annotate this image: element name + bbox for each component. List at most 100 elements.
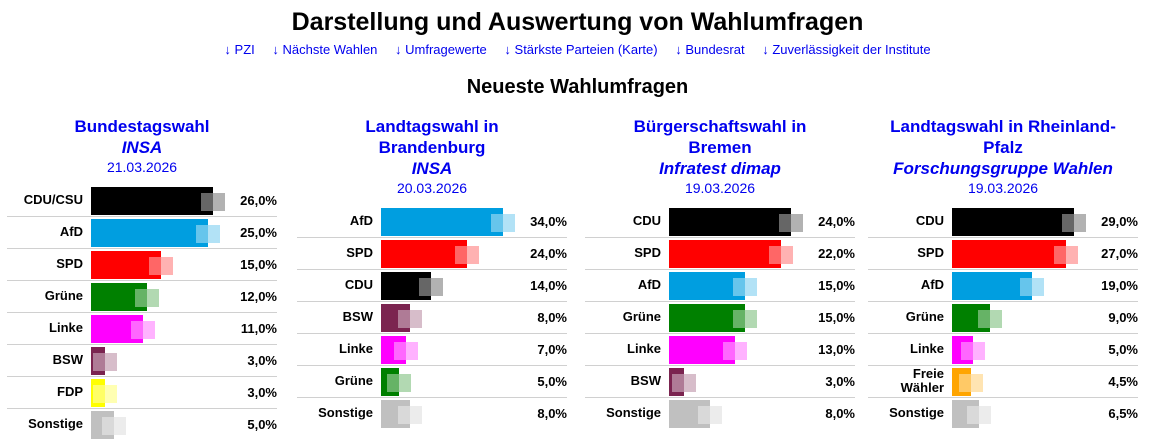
party-row: CDU 29,0% — [868, 206, 1138, 237]
marker-outer — [399, 374, 411, 392]
marker-inner — [723, 342, 735, 360]
party-value: 25,0% — [240, 225, 277, 240]
party-row: CDU 14,0% — [297, 269, 567, 301]
institute-name[interactable]: Forschungsgruppe Wahlen — [893, 159, 1113, 178]
previous-value-marker — [93, 385, 117, 403]
poll-header[interactable]: Landtagswahl in Rheinland- Pfalz Forschung… — [868, 116, 1138, 198]
poll-bars: CDU 29,0% SPD 27,0% AfD 19,0% Grüne 9,0% Linke 5,… — [868, 206, 1138, 429]
marker-inner — [419, 278, 431, 296]
party-label: Grüne — [905, 309, 944, 324]
marker-inner — [779, 214, 791, 232]
party-row: Sonstige 6,5% — [868, 397, 1138, 429]
marker-outer — [161, 257, 173, 275]
party-label: Linke — [627, 341, 661, 356]
party-row: Grüne 9,0% — [868, 301, 1138, 333]
poll-date: 19.03.2026 — [684, 180, 756, 196]
election-title[interactable]: Bremen — [688, 138, 752, 157]
nav-link-bundesrat[interactable]: ↓ Bundesrat — [675, 42, 745, 57]
previous-value-marker — [733, 310, 757, 328]
party-value: 8,0% — [537, 406, 567, 421]
nav-link-zuverlaessigkeit[interactable]: ↓ Zuverlässigkeit der Institute — [762, 42, 931, 57]
marker-outer — [735, 342, 747, 360]
previous-value-marker — [1062, 214, 1086, 232]
party-row: Sonstige 5,0% — [7, 408, 277, 440]
poll-bars: AfD 34,0% SPD 24,0% CDU 14,0% BSW 8,0% Linke 7,0%… — [297, 206, 567, 429]
party-value: 6,5% — [1108, 406, 1138, 421]
poll-header[interactable]: Bürgerschaftswahl in Bremen Infratest dima… — [585, 116, 855, 198]
marker-outer — [208, 225, 220, 243]
party-bar — [91, 379, 105, 407]
party-row: AfD 19,0% — [868, 269, 1138, 301]
previous-value-marker — [398, 310, 422, 328]
party-value: 13,0% — [818, 342, 855, 357]
poll-date: 21.03.2026 — [106, 159, 178, 175]
party-label: AfD — [920, 277, 944, 292]
election-title[interactable]: Pfalz — [983, 138, 1023, 157]
party-bar — [91, 187, 213, 215]
nav-link-pzi[interactable]: ↓ PZI — [224, 42, 255, 57]
previous-value-marker — [455, 246, 479, 264]
party-bar — [669, 240, 781, 268]
party-row: SPD 24,0% — [297, 237, 567, 269]
previous-value-marker — [387, 374, 411, 392]
party-bar — [91, 347, 105, 375]
previous-value-marker — [131, 321, 155, 339]
poll-panel: Landtagswahl in Rheinland- Pfalz Forschung… — [868, 116, 1138, 429]
marker-outer — [431, 278, 443, 296]
party-bar — [91, 219, 208, 247]
party-value: 15,0% — [240, 257, 277, 272]
party-label: CDU — [344, 277, 373, 292]
previous-value-marker — [201, 193, 225, 211]
party-bar — [669, 272, 745, 300]
party-label: Grüne — [622, 309, 661, 324]
party-row: SPD 15,0% — [7, 248, 277, 280]
party-bar — [91, 315, 143, 343]
marker-outer — [781, 246, 793, 264]
party-label: CDU/CSU — [23, 192, 83, 207]
election-title[interactable]: Bundestagswahl — [74, 117, 210, 136]
section-title: Neueste Wahlumfragen — [466, 76, 689, 98]
election-title[interactable]: Landtagswahl in — [365, 117, 499, 136]
party-row: Grüne 12,0% — [7, 280, 277, 312]
election-title[interactable]: Brandenburg — [378, 138, 486, 157]
institute-name[interactable]: INSA — [411, 159, 453, 178]
party-bar — [381, 400, 410, 428]
poll-panel: Bundestagswahl INSA 21.03.2026 CDU/CSU 26,0%… — [7, 116, 277, 440]
party-row: AfD 34,0% — [297, 206, 567, 237]
party-bar — [381, 240, 467, 268]
election-title[interactable]: Landtagswahl in Rheinland- — [890, 117, 1116, 136]
previous-value-marker — [419, 278, 443, 296]
marker-outer — [503, 214, 515, 232]
party-row: Sonstige 8,0% — [297, 397, 567, 429]
marker-outer — [105, 385, 117, 403]
party-bar — [669, 208, 791, 236]
nav-link-naechste-wahlen[interactable]: ↓ Nächste Wahlen — [272, 42, 378, 57]
party-label: FDP — [57, 384, 83, 399]
party-value: 5,0% — [537, 374, 567, 389]
poll-header[interactable]: Landtagswahl in Brandenburg INSA 20.03.2026 — [297, 116, 567, 198]
party-bar — [952, 336, 973, 364]
election-title[interactable]: Bürgerschaftswahl in — [633, 117, 807, 136]
party-label: Sonstige — [28, 416, 83, 431]
previous-value-marker — [398, 406, 422, 424]
party-bar — [381, 208, 503, 236]
institute-name[interactable]: Infratest dimap — [659, 159, 781, 178]
party-bar — [669, 368, 684, 396]
marker-inner — [733, 278, 745, 296]
party-value: 29,0% — [1101, 214, 1138, 229]
party-bar — [952, 208, 1074, 236]
marker-inner — [93, 353, 105, 371]
marker-outer — [990, 310, 1002, 328]
nav-link-umfragewerte[interactable]: ↓ Umfragewerte — [395, 42, 487, 57]
nav-link-staerkste-parteien[interactable]: ↓ Stärkste Parteien (Karte) — [504, 42, 658, 57]
marker-inner — [733, 310, 745, 328]
party-label: SPD — [917, 245, 944, 260]
marker-outer — [406, 342, 418, 360]
party-label: SPD — [56, 256, 83, 271]
party-bar — [952, 304, 990, 332]
poll-header[interactable]: Bundestagswahl INSA 21.03.2026 — [7, 116, 277, 177]
party-value: 24,0% — [818, 214, 855, 229]
party-label: AfD — [59, 224, 83, 239]
institute-name[interactable]: INSA — [121, 138, 163, 157]
party-value: 8,0% — [825, 406, 855, 421]
